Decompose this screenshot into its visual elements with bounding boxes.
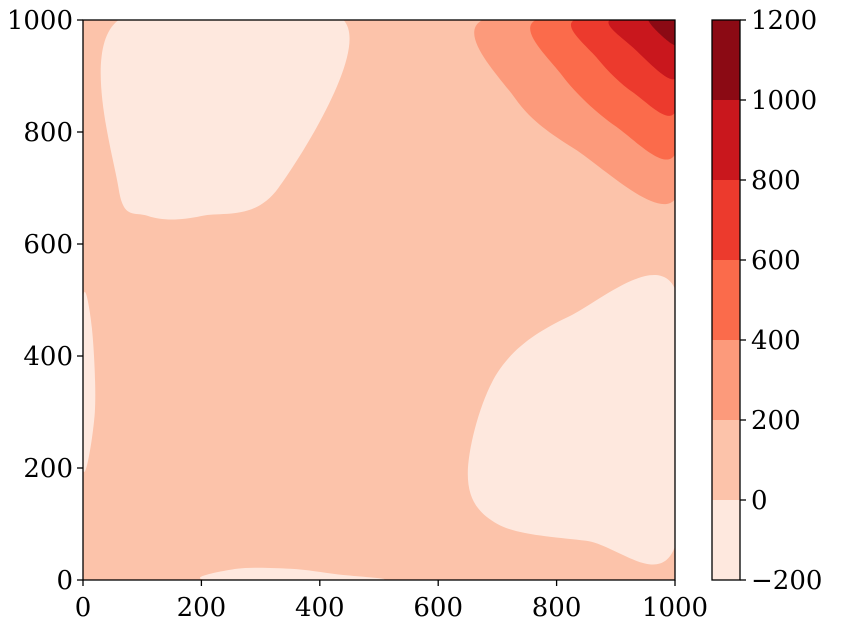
y-tick-label: 1000 xyxy=(7,6,73,36)
colorbar-band xyxy=(712,500,740,580)
colorbar-band xyxy=(712,180,740,260)
colorbar-tick-label: 1200 xyxy=(751,6,817,36)
contour-region-1 xyxy=(83,291,96,472)
x-tick-label: 200 xyxy=(177,593,227,623)
x-tick-label: 400 xyxy=(295,593,345,623)
plot-frame xyxy=(82,19,676,581)
y-tick-label: 400 xyxy=(23,342,73,372)
y-tick-label: 200 xyxy=(23,454,73,484)
colorbar-band xyxy=(712,340,740,420)
colorbar-tick-label: 1000 xyxy=(751,86,817,116)
y-tick-label: 600 xyxy=(23,230,73,260)
plot-area: 0 200 400 600 800 1000 0 200 400 600 800 1000 xyxy=(7,6,708,623)
contour-region-8 xyxy=(648,20,675,46)
colorbar-tick-label: −200 xyxy=(751,566,822,596)
contour-region-0 xyxy=(100,20,350,220)
colorbar-band xyxy=(712,100,740,180)
colorbar-tick-label: 800 xyxy=(751,166,801,196)
colorbar-frame xyxy=(711,19,741,581)
colorbar-band xyxy=(712,20,740,100)
y-tick-label: 800 xyxy=(23,118,73,148)
contour-region-2 xyxy=(199,567,385,580)
colorbar-tick-label: 200 xyxy=(751,406,801,436)
contour-regions xyxy=(83,20,675,580)
contour-region-7 xyxy=(608,20,675,80)
x-tick-label: 0 xyxy=(75,593,92,623)
colorbar-tick-label: 400 xyxy=(751,326,801,356)
y-tick-label: 0 xyxy=(56,566,73,596)
x-tick-label: 800 xyxy=(532,593,582,623)
colorbar-tick-label: 600 xyxy=(751,246,801,276)
colorbar-band xyxy=(712,260,740,340)
x-tick-label: 1000 xyxy=(642,593,708,623)
colorbar-tick-label: 0 xyxy=(751,486,768,516)
x-tick-label: 600 xyxy=(413,593,463,623)
contour-region-3 xyxy=(467,275,675,565)
colorbar: −200 0 200 400 600 800 1000 1200 xyxy=(711,6,822,596)
colorbar-band xyxy=(712,420,740,500)
